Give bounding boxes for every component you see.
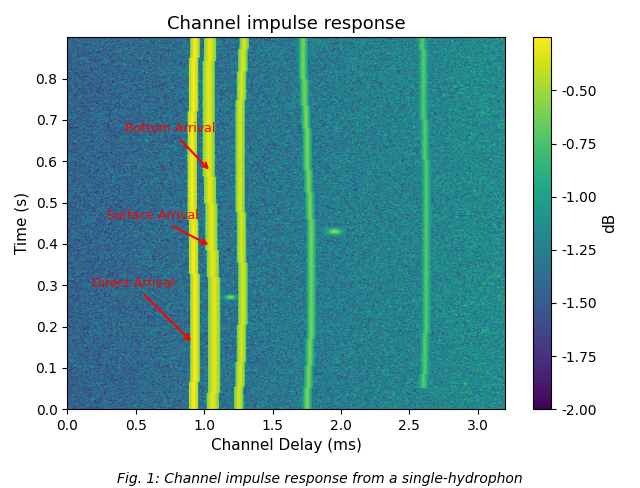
Title: Channel impulse response: Channel impulse response [167,15,406,33]
Text: Fig. 1: Channel impulse response from a single-hydrophon: Fig. 1: Channel impulse response from a … [117,472,523,486]
Text: Surface Arrival: Surface Arrival [106,209,207,244]
Text: Bottom Arrival: Bottom Arrival [125,122,215,168]
Y-axis label: dB: dB [602,213,617,233]
Y-axis label: Time (s): Time (s) [15,192,30,254]
X-axis label: Channel Delay (ms): Channel Delay (ms) [211,439,362,453]
Text: Direct Arrival: Direct Arrival [92,277,189,340]
